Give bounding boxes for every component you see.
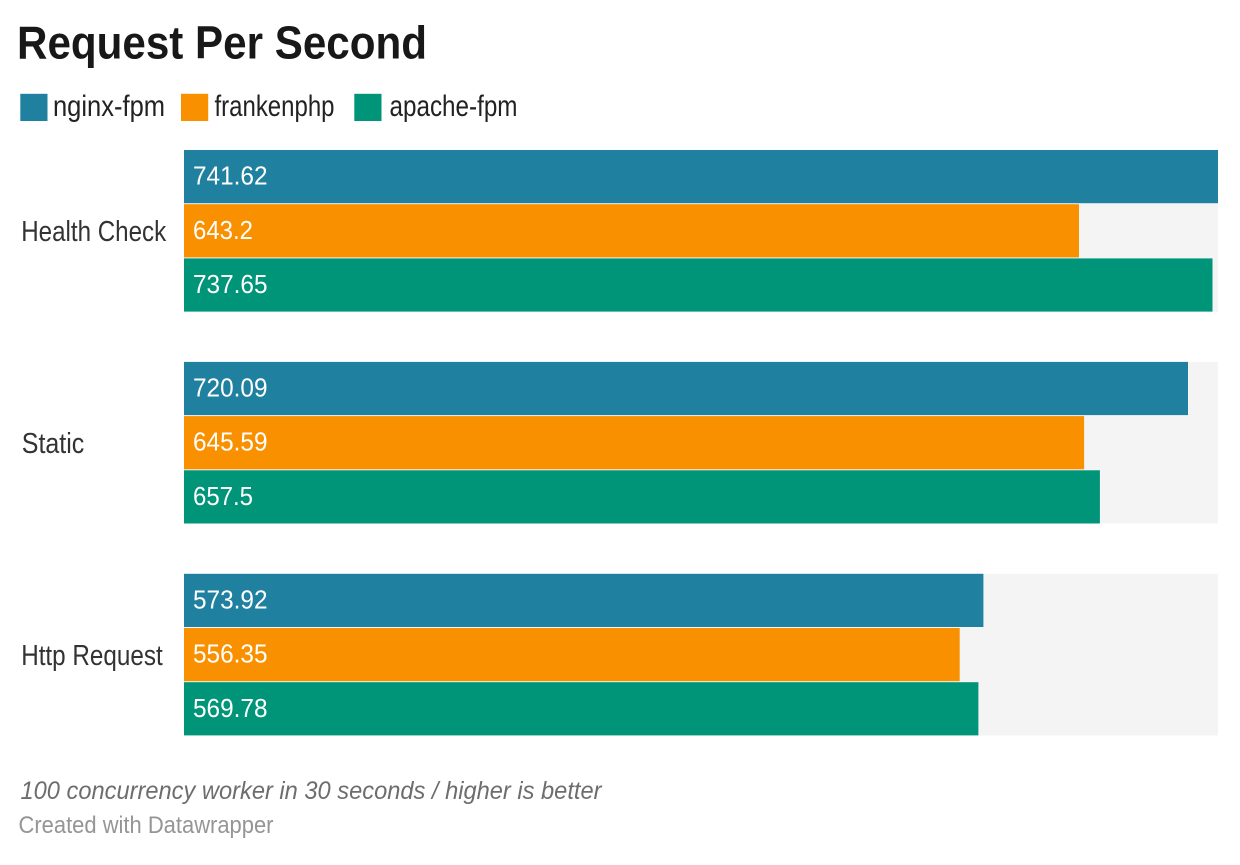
- svg-text:Http Request: Http Request: [21, 640, 163, 672]
- svg-text:Request Per Second: Request Per Second: [17, 17, 427, 69]
- svg-text:569.78: 569.78: [193, 695, 268, 723]
- svg-text:645.59: 645.59: [193, 429, 268, 457]
- svg-text:643.2: 643.2: [193, 217, 253, 245]
- svg-text:Static: Static: [22, 428, 84, 460]
- svg-text:720.09: 720.09: [193, 375, 268, 403]
- svg-text:frankenphp: frankenphp: [215, 90, 335, 123]
- svg-text:apache-fpm: apache-fpm: [390, 90, 518, 123]
- svg-text:556.35: 556.35: [193, 641, 268, 669]
- svg-text:100 concurrency worker in 30 s: 100 concurrency worker in 30 seconds / h…: [21, 777, 604, 805]
- svg-text:Health Check: Health Check: [21, 216, 167, 248]
- svg-text:nginx-fpm: nginx-fpm: [53, 90, 165, 123]
- svg-text:Created with Datawrapper: Created with Datawrapper: [19, 812, 274, 839]
- svg-text:657.5: 657.5: [193, 483, 253, 511]
- svg-text:573.92: 573.92: [193, 586, 268, 614]
- svg-text:737.65: 737.65: [193, 271, 268, 299]
- svg-text:741.62: 741.62: [193, 163, 268, 191]
